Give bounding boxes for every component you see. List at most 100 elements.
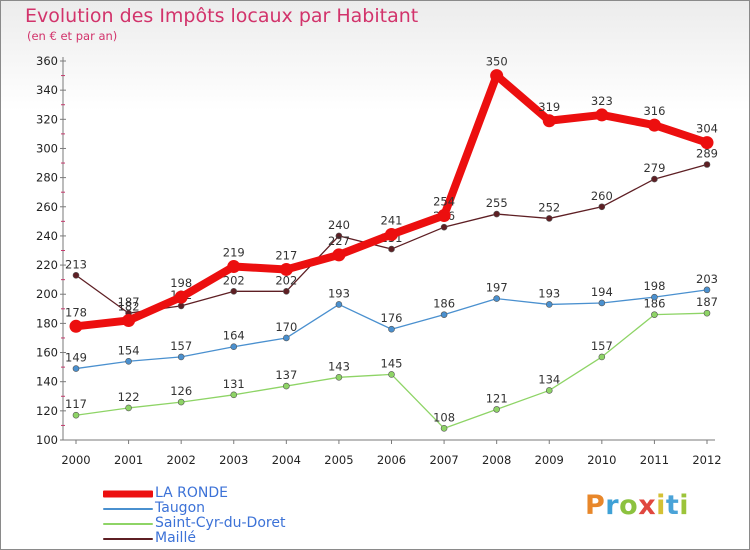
data-label-taugon: 198	[643, 279, 665, 293]
data-label-taugon: 154	[118, 343, 140, 357]
data-point-saint-cyr-du-doret	[177, 398, 185, 406]
legend-swatch	[103, 490, 153, 497]
logo-letter: i	[679, 490, 690, 521]
data-point-la-ronde	[174, 290, 188, 304]
data-point-la-ronde	[647, 118, 661, 132]
x-tick-label: 2010	[587, 453, 616, 467]
y-tick-label: 120	[36, 404, 58, 418]
x-tick-label: 2005	[324, 453, 353, 467]
data-label-taugon: 193	[538, 286, 560, 300]
data-label-maill-: 202	[275, 273, 297, 287]
data-point-saint-cyr-du-doret	[703, 309, 711, 317]
data-point-taugon	[545, 301, 553, 308]
data-label-taugon: 170	[275, 320, 297, 334]
y-tick-label: 160	[36, 346, 58, 360]
data-point-maill-	[545, 215, 553, 222]
data-point-taugon	[598, 299, 606, 307]
data-label-taugon: 197	[486, 281, 508, 295]
data-point-taugon	[177, 353, 185, 361]
data-point-maill-	[230, 288, 238, 295]
data-label-maill-: 240	[328, 218, 350, 232]
data-point-saint-cyr-du-doret	[388, 371, 395, 378]
data-point-taugon	[388, 325, 395, 333]
data-label-la-ronde: 219	[223, 246, 245, 260]
data-point-taugon	[703, 286, 711, 294]
legend-label: LA RONDE	[155, 485, 228, 501]
data-label-maill-: 255	[486, 196, 508, 210]
logo-letter: r	[605, 490, 620, 521]
data-label-saint-cyr-du-doret: 134	[538, 372, 560, 386]
data-label-la-ronde: 241	[381, 213, 403, 227]
data-label-taugon: 149	[65, 351, 87, 365]
x-tick-label: 2011	[640, 453, 669, 467]
data-point-la-ronde	[385, 227, 398, 241]
data-label-saint-cyr-du-doret: 126	[170, 384, 192, 398]
data-label-la-ronde: 323	[591, 94, 613, 108]
data-label-maill-: 187	[118, 295, 140, 309]
y-tick-label: 100	[36, 433, 58, 447]
logo-letter: o	[619, 490, 639, 521]
data-label-taugon: 186	[433, 297, 455, 311]
data-point-la-ronde	[227, 260, 241, 274]
y-tick-label: 200	[36, 287, 58, 301]
data-point-taugon	[72, 365, 80, 372]
y-tick-label: 240	[36, 229, 58, 243]
data-point-saint-cyr-du-doret	[335, 374, 343, 381]
data-point-taugon	[651, 293, 658, 301]
data-point-taugon	[283, 334, 290, 342]
data-point-maill-	[493, 210, 500, 218]
data-point-maill-	[388, 245, 395, 253]
data-label-saint-cyr-du-doret: 145	[381, 356, 403, 370]
data-point-saint-cyr-du-doret	[440, 425, 448, 432]
y-tick-label: 320	[36, 112, 58, 126]
x-tick-label: 2008	[482, 453, 511, 467]
data-point-maill-	[598, 203, 606, 211]
data-label-la-ronde: 304	[696, 122, 718, 136]
y-tick-label: 280	[36, 171, 58, 185]
data-label-maill-: 252	[538, 200, 560, 214]
data-point-saint-cyr-du-doret	[651, 311, 658, 318]
data-point-maill-	[651, 175, 658, 183]
data-point-taugon	[230, 343, 238, 351]
data-label-la-ronde: 227	[328, 234, 350, 248]
logo-letter: i	[656, 490, 666, 521]
data-label-la-ronde: 198	[170, 276, 192, 290]
legend-label: Saint-Cyr-du-Doret	[155, 515, 286, 531]
data-label-saint-cyr-du-doret: 108	[433, 410, 455, 424]
y-tick-label: 180	[36, 316, 58, 330]
y-tick-label: 140	[36, 375, 58, 389]
data-point-maill-	[177, 302, 185, 310]
data-label-la-ronde: 350	[486, 55, 508, 69]
data-label-la-ronde: 254	[433, 195, 455, 209]
data-label-taugon: 203	[696, 272, 718, 286]
data-label-taugon: 157	[170, 339, 192, 353]
data-label-maill-: 260	[591, 189, 613, 203]
data-point-la-ronde	[279, 262, 293, 276]
logo-letter: P	[585, 490, 606, 521]
x-tick-label: 2002	[167, 453, 196, 467]
data-label-saint-cyr-du-doret: 187	[696, 295, 718, 309]
x-tick-label: 2012	[692, 453, 721, 467]
y-tick-label: 260	[36, 200, 58, 214]
data-label-saint-cyr-du-doret: 122	[118, 390, 140, 404]
data-label-la-ronde: 316	[643, 104, 665, 118]
data-point-maill-	[283, 288, 290, 295]
data-point-maill-	[335, 232, 343, 240]
data-point-maill-	[72, 271, 80, 279]
data-point-la-ronde	[595, 108, 609, 122]
y-tick-label: 340	[36, 83, 58, 97]
legend-swatch	[103, 507, 153, 510]
data-label-taugon: 194	[591, 285, 613, 299]
legend-swatch	[103, 537, 153, 540]
data-label-taugon: 164	[223, 329, 245, 343]
y-tick-label: 360	[36, 54, 58, 68]
legend-label: Maillé	[155, 530, 196, 546]
data-point-la-ronde	[332, 248, 346, 262]
proxiti-logo: Proxiti	[585, 490, 689, 521]
legend-swatch	[103, 522, 153, 525]
y-tick-label: 220	[36, 258, 58, 272]
data-point-taugon	[440, 311, 448, 318]
data-point-maill-	[440, 223, 448, 231]
